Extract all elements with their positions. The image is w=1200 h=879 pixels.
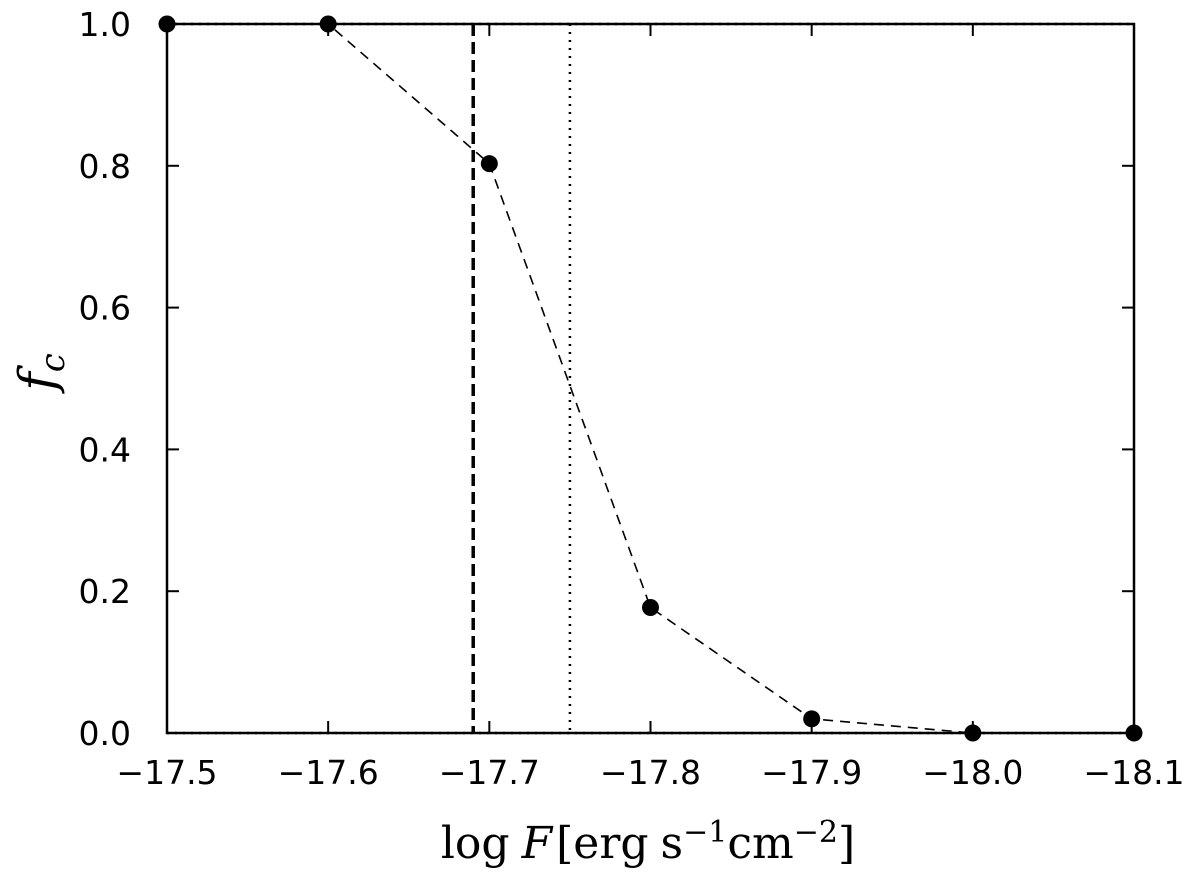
y-tick-label: 0.0 [79, 714, 131, 753]
x-axis-label: log F[erg s−1cm−2] [441, 815, 855, 869]
x-tick-label: −18.0 [922, 753, 1023, 792]
data-point [803, 710, 821, 728]
y-tick-label: 0.2 [79, 572, 131, 611]
plot-frame [165, 22, 1136, 735]
x-tick-label: −17.7 [439, 753, 540, 792]
y-axis-label: fc [8, 353, 73, 395]
axis-ticks [166, 23, 1135, 734]
x-tick-labels: −17.5 −17.6 −17.7 −17.8 −17.9 −18.0 −18.1 [116, 753, 1184, 792]
x-tick-label: −17.8 [600, 753, 701, 792]
x-tick-label: −17.5 [116, 753, 217, 792]
data-point [480, 155, 498, 173]
y-tick-labels: 0.0 0.2 0.4 0.6 0.8 1.0 [79, 5, 131, 753]
y-tick-label: 0.6 [79, 289, 131, 328]
reference-lines [167, 22, 1134, 735]
y-tick-label: 0.4 [79, 430, 131, 469]
y-tick-label: 1.0 [79, 5, 131, 44]
x-tick-label: −18.1 [1083, 753, 1184, 792]
series-line-0 [167, 23, 1134, 734]
x-tick-label: −17.9 [761, 753, 862, 792]
data-series [158, 15, 1143, 742]
y-tick-label: 0.8 [79, 147, 131, 186]
x-tick-label: −17.6 [278, 753, 379, 792]
data-point [642, 599, 659, 617]
